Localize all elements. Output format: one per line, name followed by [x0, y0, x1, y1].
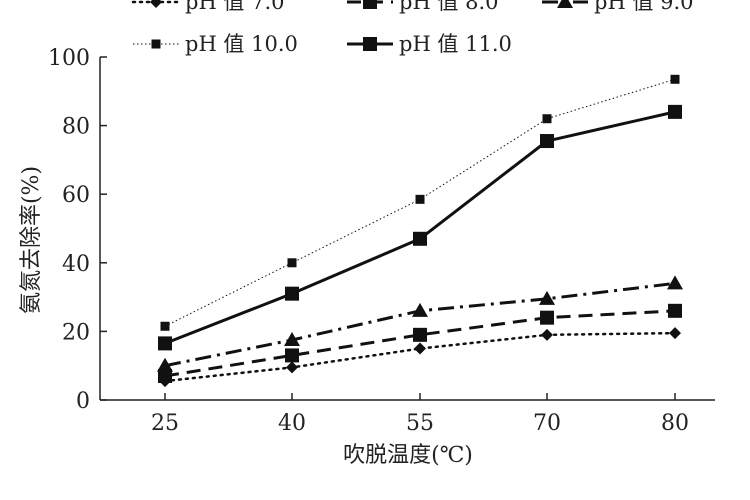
legend-item: pH 值 10.0 — [133, 32, 298, 56]
data-point — [286, 361, 298, 374]
data-point — [157, 357, 173, 372]
x-tick-label: 40 — [278, 411, 306, 436]
legend-item: pH 值 9.0 — [542, 0, 694, 14]
data-point — [413, 327, 427, 342]
data-point — [539, 290, 555, 305]
data-point — [158, 368, 172, 383]
legend-item: pH 值 7.0 — [131, 0, 285, 14]
legend-label: pH 值 11.0 — [399, 32, 512, 56]
y-ticks: 0 20 40 60 80 100 — [48, 46, 107, 414]
legend-marker — [363, 0, 377, 9]
data-point — [667, 275, 683, 290]
data-point — [412, 302, 428, 317]
series-group — [160, 74, 680, 331]
data-point — [540, 310, 554, 325]
y-tick-label: 40 — [62, 252, 90, 277]
chart-axes — [99, 57, 715, 401]
x-tick-label: 80 — [661, 411, 689, 436]
series-layer — [157, 74, 683, 388]
x-tick-label: 55 — [406, 411, 434, 436]
data-point — [670, 74, 680, 84]
data-point — [413, 231, 427, 246]
legend-label: pH 值 10.0 — [185, 32, 298, 56]
legend-marker — [151, 39, 161, 49]
y-tick-label: 20 — [62, 320, 90, 345]
data-point — [669, 327, 681, 340]
y-axis-title: 氨氮去除率(%) — [19, 166, 44, 314]
data-point — [414, 342, 426, 355]
data-point — [668, 303, 682, 318]
x-ticks: 25 40 55 70 80 — [151, 393, 689, 436]
data-point — [415, 194, 425, 204]
x-axis-title: 吹脱温度(℃) — [343, 443, 473, 468]
series-line — [163, 331, 677, 383]
data-point — [158, 336, 172, 351]
data-point — [541, 328, 553, 341]
data-point — [287, 258, 297, 268]
legend-label: pH 值 8.0 — [399, 0, 499, 14]
y-tick-label: 0 — [76, 389, 90, 414]
series-line — [164, 309, 676, 378]
x-tick-label: 70 — [533, 411, 561, 436]
y-tick-label: 80 — [62, 115, 90, 140]
y-tick-label: 100 — [48, 46, 90, 71]
data-point — [284, 331, 300, 346]
x-tick-label: 25 — [151, 411, 179, 436]
y-tick-label: 60 — [62, 183, 90, 208]
legend-marker — [557, 0, 573, 8]
legend-item: pH 值 8.0 — [347, 0, 499, 14]
legend: pH 值 7.0 pH 值 8.0 pH 值 9.0 pH 值 10.0 pH 值 11… — [131, 0, 694, 56]
legend-marker — [150, 0, 162, 8]
legend-label: pH 值 9.0 — [594, 0, 694, 14]
data-point — [668, 104, 682, 119]
legend-label: pH 值 7.0 — [185, 0, 285, 14]
legend-marker — [363, 37, 377, 51]
data-point — [285, 286, 299, 301]
data-point — [285, 348, 299, 363]
data-point — [542, 114, 552, 124]
series-group — [158, 303, 682, 383]
series-group — [157, 275, 683, 372]
series-group — [158, 104, 682, 351]
data-point — [160, 321, 170, 331]
data-point — [540, 134, 554, 149]
legend-item: pH 值 11.0 — [347, 32, 512, 56]
